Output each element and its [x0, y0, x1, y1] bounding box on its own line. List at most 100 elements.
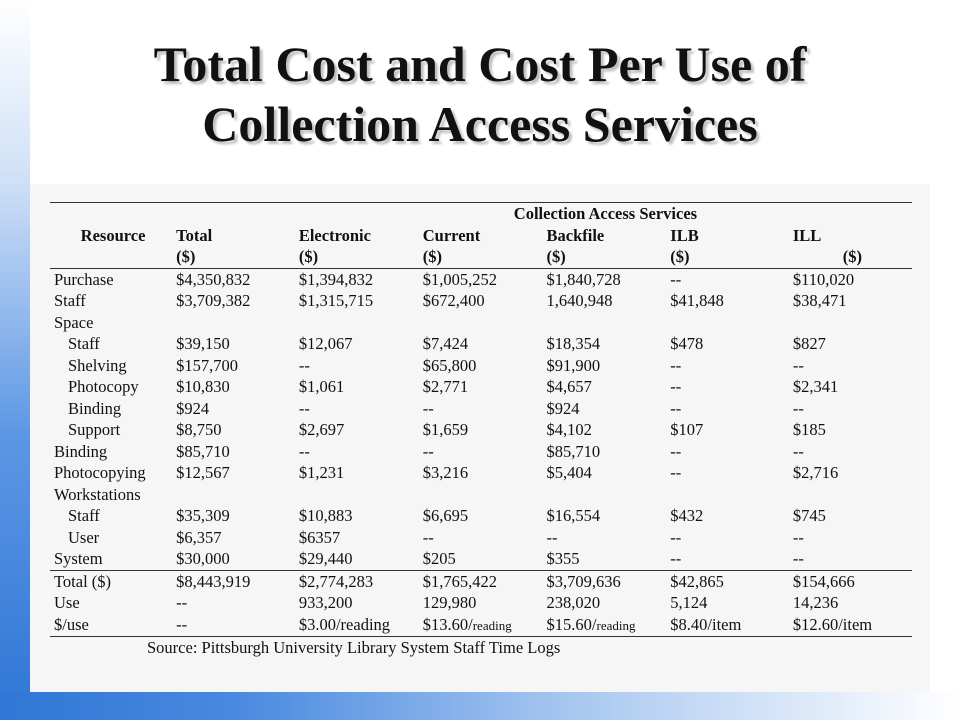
table-cell: $924: [176, 398, 210, 418]
table-cell: $1,005,252: [422, 269, 497, 289]
table-cell: $3,216: [422, 463, 469, 482]
cell-value: 238,020: [546, 593, 601, 612]
table-cell: $1,231: [298, 463, 345, 482]
table-cell: $4,350,832: [176, 269, 251, 289]
table-cell: [543, 484, 667, 506]
cell-value: $8.40/item: [670, 614, 742, 634]
table-cell: [789, 312, 912, 334]
cell-value: $12.60/item: [792, 614, 873, 634]
table-cell: $4,102: [546, 420, 592, 439]
table-cell: 14,236: [789, 592, 912, 614]
table-cell: --: [792, 398, 804, 418]
table-cell: [666, 312, 789, 334]
header-total-unit: ($): [172, 246, 295, 269]
table-row: Staff $3,709,382 $1,315,715 $672,400 1,640,9…: [50, 290, 912, 312]
table-cell: $185: [792, 420, 826, 439]
table-cell: $1,061: [298, 377, 345, 396]
table-row: Purchase $4,350,832 $1,394,832 $1,005,252 $1…: [50, 268, 912, 290]
table-cell: --: [422, 398, 434, 418]
row-label: Photocopy: [68, 377, 139, 396]
group-header: Collection Access Services: [294, 202, 912, 225]
cell-value: --: [176, 593, 188, 612]
table-cell: $8,750: [176, 420, 222, 439]
table-row: Binding $924 -- -- $924 -- --: [50, 398, 912, 420]
table-cell: --: [792, 441, 804, 461]
unit-header-row: ($) ($) ($) ($) ($) ($): [50, 246, 912, 269]
table-cell: --: [298, 441, 310, 461]
column-header-row: Resource Total Electronic Current Backfi…: [50, 225, 912, 247]
table-footer: Total ($) $8,443,919 $2,774,283 $1,765,422 $…: [50, 569, 912, 637]
table-cell: --: [670, 269, 682, 289]
table-cell: $85,710: [546, 441, 601, 461]
table-cell: [172, 484, 295, 506]
table-row: Staff $39,150 $12,067 $7,424 $18,354 $478 $827: [50, 333, 912, 355]
table-cell: $6,357: [176, 527, 222, 547]
table-cell: $29,440: [298, 549, 353, 568]
row-label: Staff: [68, 506, 100, 525]
empty-header-cell: [50, 202, 173, 225]
table-cell: $1,840,728: [546, 269, 621, 289]
table-row: Photocopying $12,567 $1,231 $3,216 $5,404 -- $…: [50, 462, 912, 484]
table-panel: Collection Access Services Resource Tota…: [30, 184, 930, 692]
table-cell: --: [670, 377, 682, 396]
cell-value: --: [176, 614, 188, 634]
table-cell: [172, 312, 295, 334]
table-cell: $1,315,715: [298, 291, 374, 310]
row-label: User: [68, 527, 100, 547]
row-label: Staff: [68, 334, 100, 353]
header-current-unit: ($): [418, 246, 543, 269]
table-cell: --: [670, 441, 682, 461]
cell-unit-suffix: reading: [596, 617, 636, 633]
table-cell: 5,124: [666, 592, 789, 614]
table-cell: --: [670, 398, 682, 418]
table-cell: $1,765,422: [418, 569, 543, 592]
table-cell: $432: [670, 506, 704, 525]
table-cell: $3.00/reading: [294, 613, 419, 637]
table-cell: $38,471: [792, 291, 847, 310]
table-cell: $41,848: [670, 291, 724, 310]
table-cell: $110,020: [792, 269, 855, 289]
table-cell: $35,309: [176, 506, 230, 525]
table-cell: --: [172, 613, 295, 637]
table-row: Workstations: [50, 484, 912, 506]
row-label: Binding: [54, 441, 108, 461]
table-cell: $10,830: [176, 377, 230, 396]
header-ill-unit: ($): [788, 246, 912, 269]
table-cell: --: [422, 441, 434, 461]
table-cell: $5,404: [546, 463, 592, 482]
cell-value: $3,709,636: [546, 571, 621, 591]
cell-value: 14,236: [792, 593, 839, 612]
table-cell: $3,709,636: [542, 569, 667, 592]
table-row: Photocopy $10,830 $1,061 $2,771 $4,657 -- $2,3…: [50, 376, 912, 398]
summary-row: Use -- 933,200 129,980 238,020 5,124 14,236: [50, 592, 912, 614]
source-note: Source: Pittsburgh University Library Sy…: [147, 638, 561, 657]
table-cell: [419, 484, 543, 506]
cell-value: $42,865: [670, 571, 724, 591]
table-cell: $6,695: [422, 506, 469, 525]
cell-value: 933,200: [298, 593, 353, 612]
table-row: Support $8,750 $2,697 $1,659 $4,102 $107 $185: [50, 419, 912, 441]
header-backfile: Backfile: [546, 225, 605, 245]
header-electronic-unit: ($): [294, 246, 419, 269]
cell-value: 129,980: [422, 593, 477, 612]
table-cell: $154,666: [788, 569, 912, 592]
table-cell: [295, 312, 419, 334]
table-cell: $12,067: [298, 334, 353, 353]
table-cell: 933,200: [295, 592, 419, 614]
table-cell: $12.60/item: [788, 613, 912, 637]
table-cell: --: [172, 592, 295, 614]
table-row: System $30,000 $29,440 $205 $355 -- --: [50, 548, 912, 570]
table-cell: $4,657: [546, 377, 592, 396]
table-cell: $10,883: [298, 506, 353, 525]
table-cell: $8,443,919: [172, 569, 295, 592]
table-cell: $12,567: [176, 463, 230, 482]
row-label: Space: [54, 312, 94, 332]
table-cell: $672,400: [422, 291, 485, 310]
table-cell: $107: [670, 420, 704, 439]
table-cell: $2,341: [792, 377, 839, 396]
row-label: Binding: [68, 398, 122, 418]
table-cell: $205: [422, 549, 456, 568]
title-line-2: Collection Access Services: [202, 96, 758, 152]
table-cell: --: [422, 527, 434, 547]
table-cell: [789, 484, 912, 506]
